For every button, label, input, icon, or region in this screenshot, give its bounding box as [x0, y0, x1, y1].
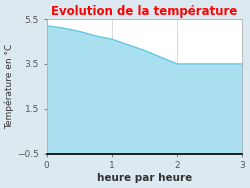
Title: Evolution de la température: Evolution de la température: [51, 5, 238, 18]
Y-axis label: Température en °C: Température en °C: [5, 44, 14, 129]
X-axis label: heure par heure: heure par heure: [97, 173, 192, 183]
